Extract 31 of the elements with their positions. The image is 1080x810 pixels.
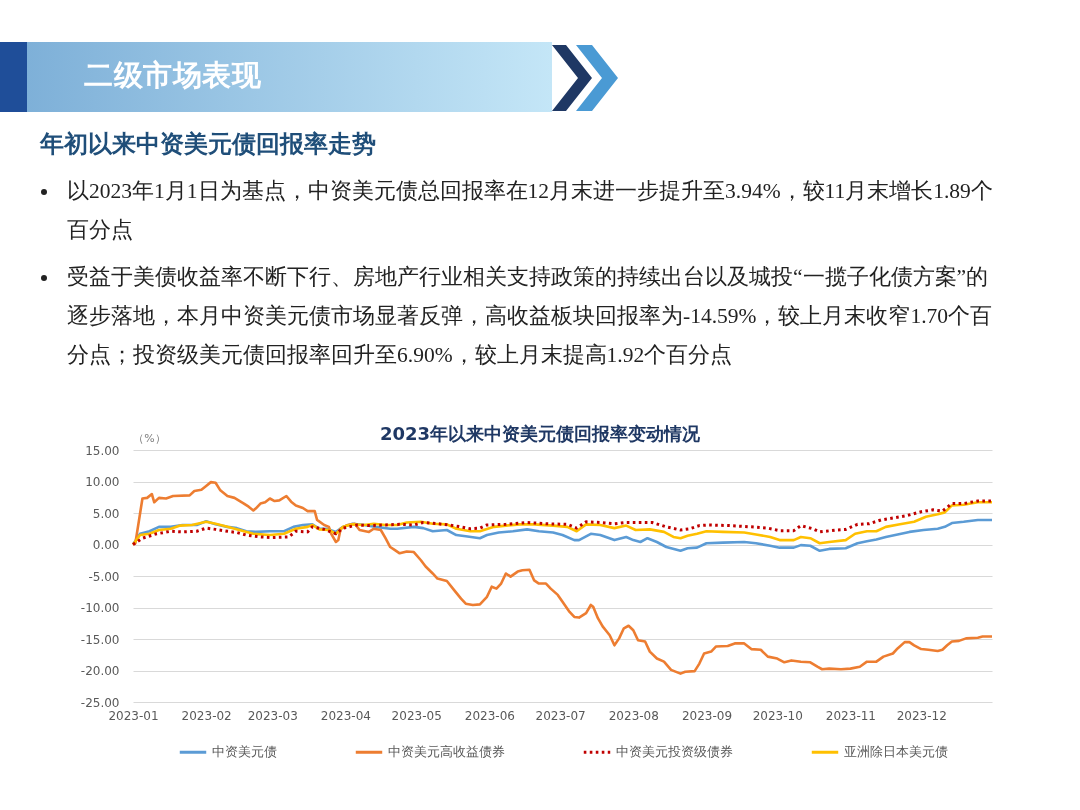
x-tick-label: 2023-03 [247,708,298,723]
x-tick-label: 2023-01 [108,708,159,723]
x-tick-label: 2023-11 [825,708,876,723]
y-tick-label: 5.00 [92,506,120,521]
y-tick-label: -25.00 [80,695,120,710]
y-tick-label: -20.00 [80,664,120,678]
y-tick-label: 15.00 [85,443,120,458]
y-tick-label: -10.00 [80,601,120,615]
text: 受益于美债收益率不断下行、房地产行业相关支持政策的持续出台以及城投“一揽子化债方案”的逐步落地，本月中资美元债市场显著反弹，高收益板块回报率为-14.59%，较上月末收窄1.70个百分点；投资级美元债回报率回升至6.90%，较上月末提高1.92个百分点 [67,265,993,367]
x-tick-label: 2023-04 [320,708,371,723]
text: 年初以来中资美元债回报率走势 [40,129,376,160]
x-tick-label: 2023-08 [608,708,659,723]
x-tick-label: 2023-06 [464,708,515,723]
legend-label: 中资美元投资级债券 [616,744,733,760]
x-tick-label: 2023-10 [752,708,803,723]
x-tick-label: 2023-02 [181,708,232,723]
y-tick-label: 0.00 [92,538,120,552]
text: 以2023年1月1日为基点，中资美元债总回报率在12月末进一步提升至3.94%，较11月末增长1.89个百分点 [67,179,993,242]
x-tick-label: 2023-12 [896,708,947,723]
y-axis-title: （%） [133,431,166,445]
text: 二级市场表现 [84,57,261,94]
chart-title: 2023年以来中资美元债回报率变动情况 [379,423,701,444]
legend-label: 中资美元高收益债券 [388,744,505,760]
x-tick-label: 2023-07 [535,708,586,723]
y-tick-label: -15.00 [80,632,120,647]
y-tick-label: 10.00 [85,475,120,489]
legend-label: 中资美元债 [212,744,277,760]
x-tick-label: 2023-05 [391,708,442,723]
legend-label: 亚洲除日本美元债 [844,744,948,760]
x-tick-label: 2023-09 [681,708,733,723]
y-tick-label: -5.00 [88,569,120,584]
